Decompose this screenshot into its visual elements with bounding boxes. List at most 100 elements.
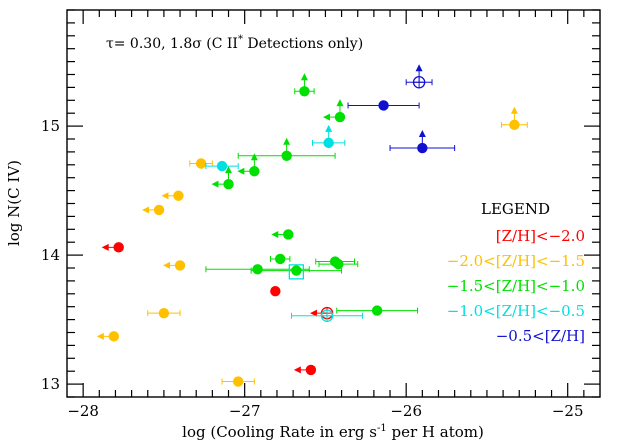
x-tick-label: −26 (390, 402, 422, 420)
marker-filled (417, 142, 428, 154)
legend-entry-yellow: −2.0<[Z/H]<−1.5 (447, 252, 585, 270)
up-arrow (225, 166, 233, 174)
left-arrow (161, 192, 169, 200)
data-point-green (237, 137, 336, 161)
legend-entry-green: −1.5<[Z/H]<−1.0 (447, 277, 585, 295)
data-point-yellow (189, 158, 213, 169)
data-point-cyan (205, 160, 239, 172)
up-arrow (336, 99, 344, 107)
left-arrow (237, 167, 245, 175)
up-arrow (418, 130, 426, 138)
left-arrow (322, 113, 330, 121)
annotation-tail: Detections only) (243, 36, 363, 52)
data-point-yellow (96, 331, 120, 342)
marker-filled (281, 150, 292, 161)
data-point-blue (405, 64, 433, 89)
up-arrow (415, 64, 423, 72)
data-point-cyan (312, 124, 346, 149)
marker-filled (216, 160, 228, 172)
up-arrow (325, 124, 333, 132)
data-point-blue (389, 130, 456, 154)
marker-filled (371, 305, 383, 316)
up-arrow (300, 73, 308, 81)
marker-filled (270, 286, 281, 297)
marker-filled (509, 119, 520, 131)
data-point-green (237, 153, 260, 177)
marker-filled (333, 258, 344, 270)
x-axis-label: log (Cooling Rate in erg s-1 per H atom) (182, 423, 484, 441)
up-arrow (250, 153, 258, 161)
data-point-red (270, 286, 281, 297)
data-point-yellow (163, 260, 186, 271)
data-point-red (101, 242, 124, 253)
legend-entry-cyan: −1.0<[Z/H]<−0.5 (447, 302, 585, 320)
marker-filled (113, 242, 124, 253)
data-point-green (211, 166, 234, 190)
marker-filled (153, 204, 165, 216)
data-point-green (336, 305, 418, 316)
y-tick-label: 13 (41, 375, 60, 393)
marker-filled (195, 158, 207, 169)
left-arrow (211, 180, 219, 188)
x-axis-label-tail: per H atom) (387, 423, 484, 441)
y-axis-label: log N(C IV) (5, 160, 23, 246)
left-arrow (96, 332, 104, 340)
data-point-red (293, 364, 317, 376)
data-point-blue (347, 100, 420, 111)
data-point-green (250, 265, 343, 276)
marker-filled (378, 100, 389, 111)
data-point-yellow (147, 307, 181, 319)
marker-filled (305, 364, 317, 376)
marker-filled (275, 253, 286, 265)
marker-filled (249, 166, 260, 177)
x-tick-labels: −28 −27 −26 −25 (67, 402, 583, 420)
legend-entry-blue: −0.5<[Z/H] (496, 327, 585, 345)
marker-filled (323, 137, 334, 149)
legend-entry-red: [Z/H]<−2.0 (496, 227, 585, 245)
marker-filled (334, 111, 346, 123)
left-arrow (101, 243, 109, 251)
annotation-sup: * (238, 34, 243, 45)
x-tick-label: −28 (67, 402, 99, 420)
left-arrow (310, 309, 318, 317)
x-tick-label: −25 (552, 402, 584, 420)
marker-filled (174, 260, 186, 271)
axis-ticks (67, 9, 600, 398)
x-axis-label-main: log (Cooling Rate in erg s (182, 423, 377, 441)
up-arrow (283, 137, 291, 145)
marker-filled (108, 331, 120, 342)
data-point-cyan (291, 309, 364, 322)
y-tick-labels: 13 14 15 (41, 117, 60, 393)
legend: [Z/H]<−2.0 −2.0<[Z/H]<−1.5 −1.5<[Z/H]<−1.0… (447, 227, 585, 345)
data-point-green (270, 253, 291, 265)
annotation-main: τ= 0.30, 1.8σ (C II (106, 36, 238, 52)
data-point-yellow (142, 204, 165, 216)
data-point-yellow (500, 106, 528, 131)
marker-filled (173, 190, 184, 201)
marker-filled (291, 265, 302, 276)
data-point-cyan (288, 264, 305, 280)
left-arrow (163, 261, 171, 269)
marker-filled (252, 264, 263, 275)
left-arrow (142, 206, 150, 214)
y-tick-label: 15 (41, 117, 60, 135)
left-arrow (293, 366, 301, 374)
data-point-green (271, 229, 294, 240)
data-point-green (322, 99, 346, 123)
data-points (96, 64, 528, 387)
data-point-yellow (221, 376, 255, 387)
marker-filled (223, 178, 234, 190)
data-point-yellow (161, 190, 184, 201)
y-tick-label: 14 (41, 246, 60, 264)
left-arrow (271, 230, 279, 238)
data-point-green (318, 258, 359, 270)
legend-title: LEGEND (481, 200, 550, 218)
marker-filled (233, 376, 244, 387)
marker-filled (299, 86, 310, 97)
x-tick-label: −27 (229, 402, 261, 420)
annotation: τ= 0.30, 1.8σ (C II* Detections only) (106, 34, 363, 52)
marker-filled (158, 307, 170, 319)
up-arrow (510, 106, 518, 114)
marker-filled (283, 229, 294, 240)
